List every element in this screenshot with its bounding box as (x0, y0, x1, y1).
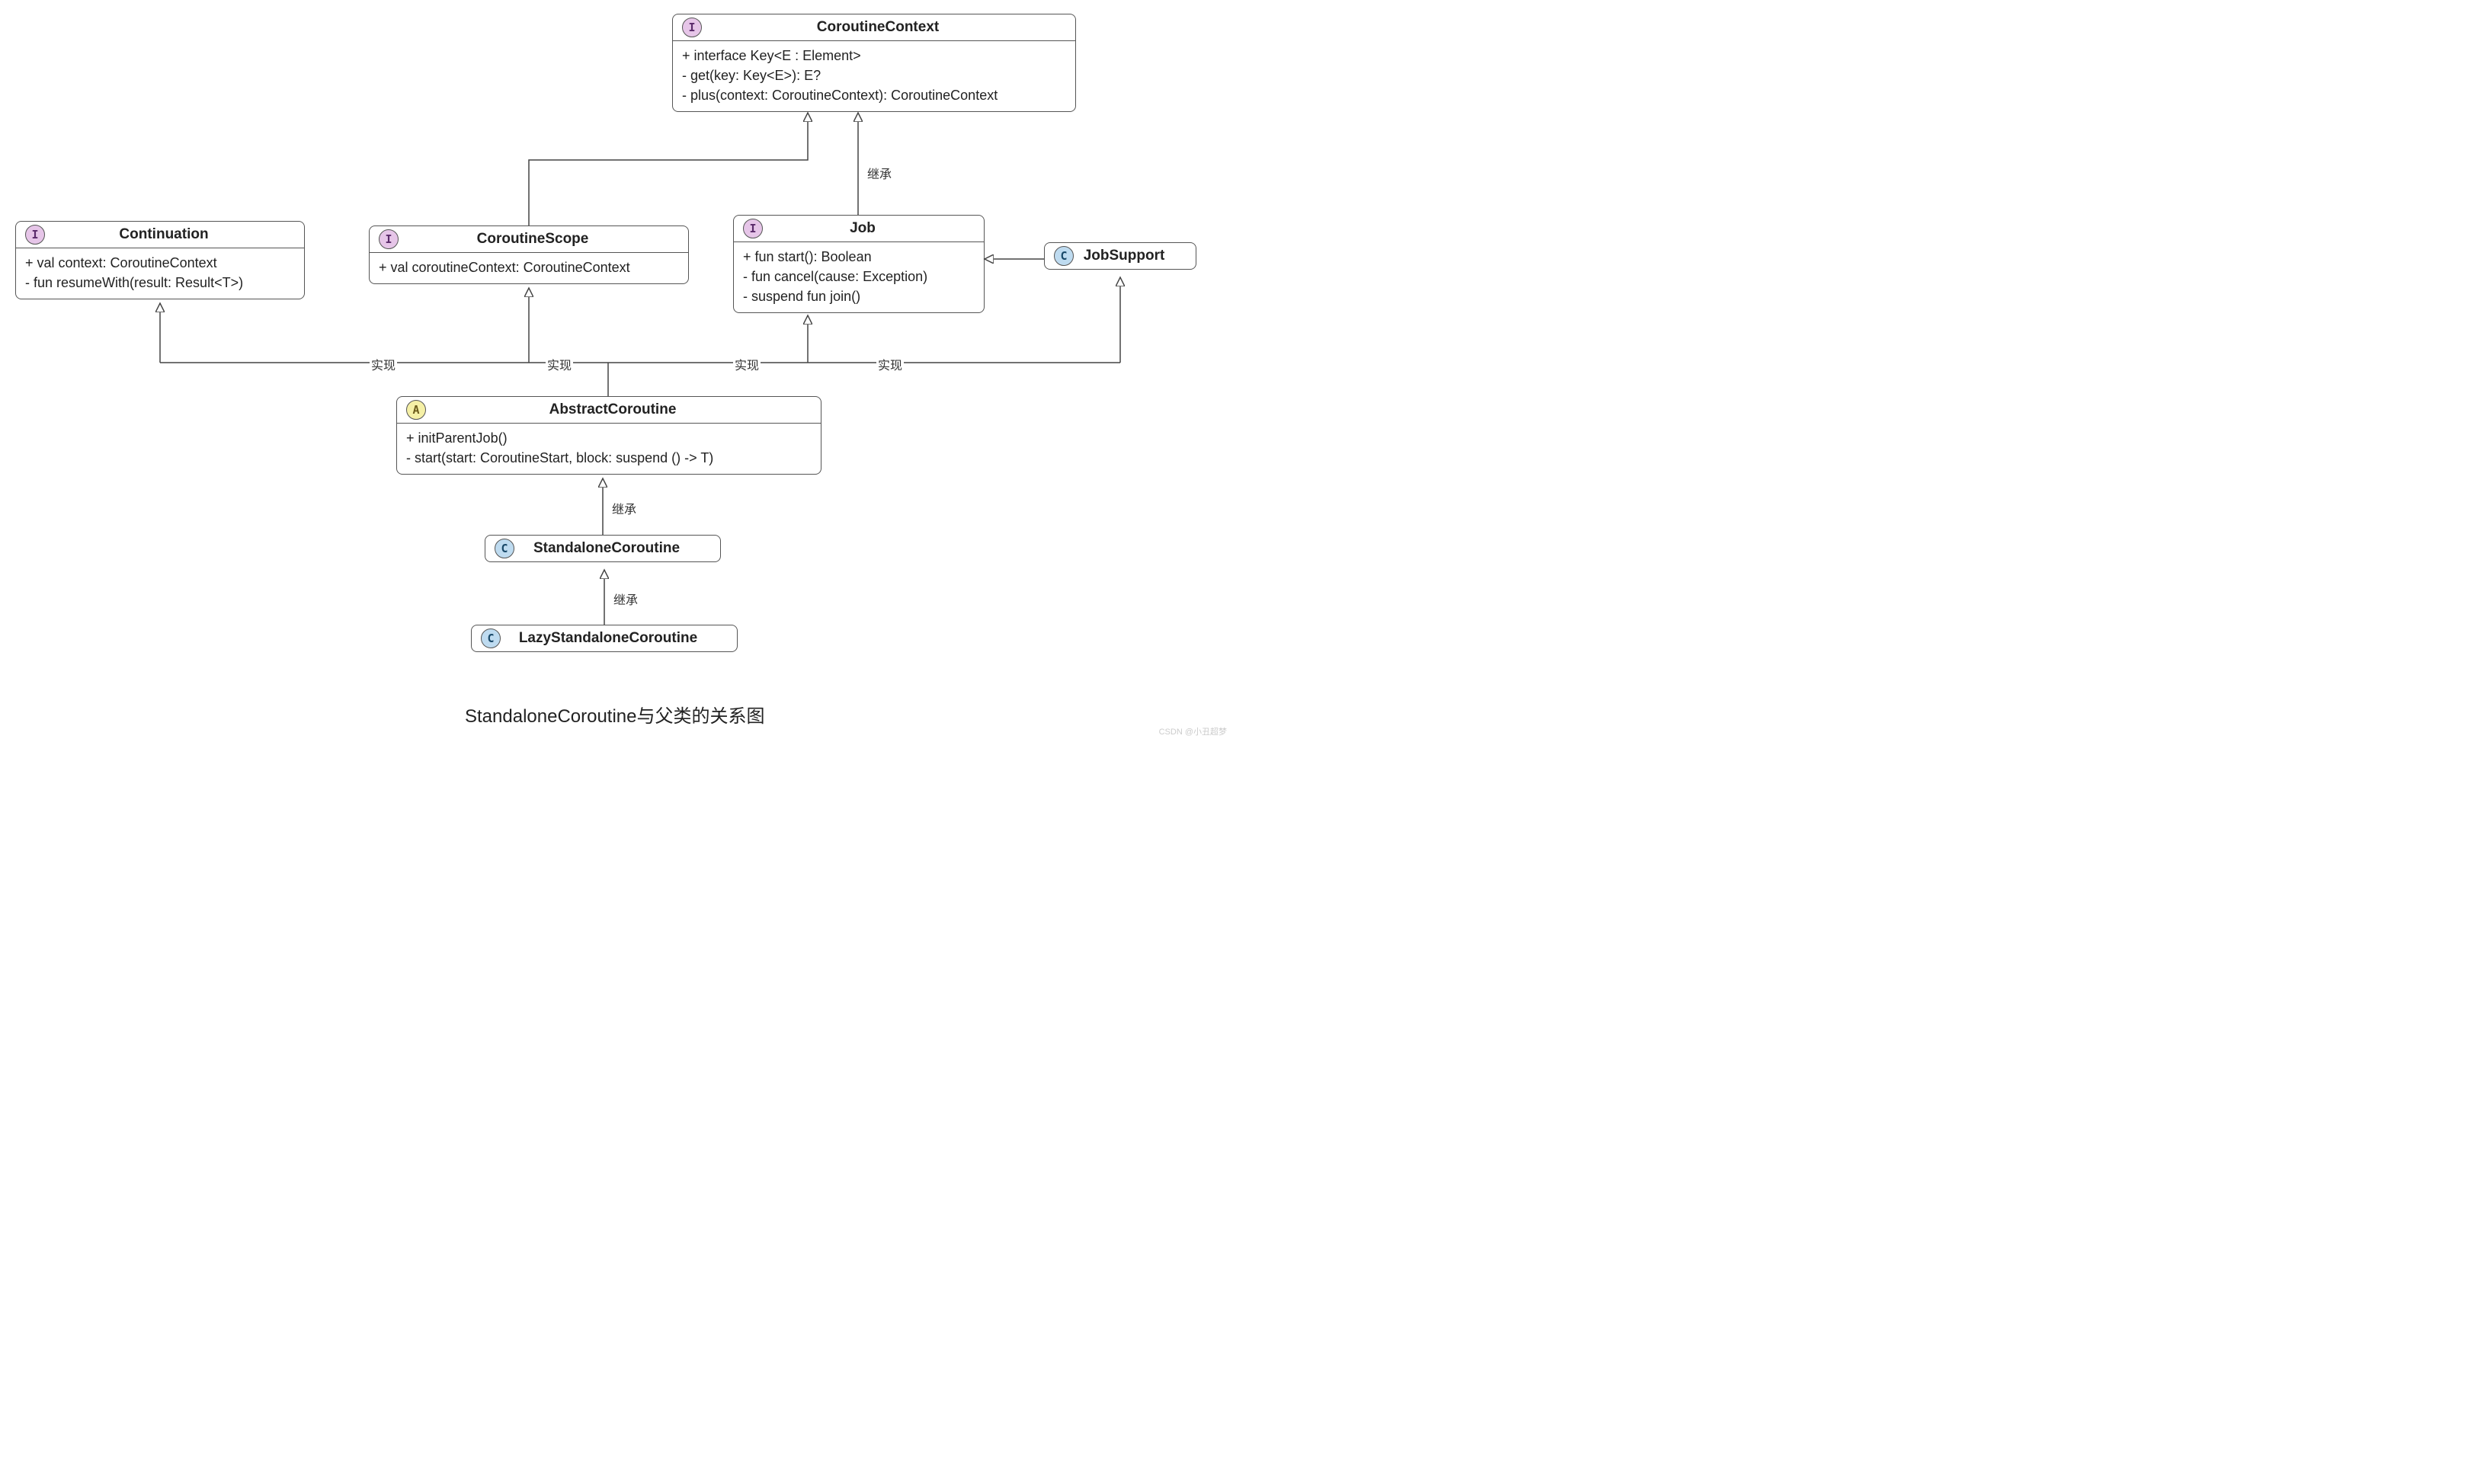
edge-label-implement: 实现 (370, 355, 397, 373)
class-title: Job (766, 220, 976, 237)
class-title: LazyStandaloneCoroutine (504, 630, 729, 647)
class-lazy-standalone-coroutine: C LazyStandaloneCoroutine (471, 625, 738, 652)
class-body: + val coroutineContext: CoroutineContext (370, 253, 688, 283)
edge-label-inherit: 继承 (612, 590, 639, 608)
class-icon: C (495, 539, 514, 558)
interface-icon: I (379, 229, 399, 249)
class-abstract-coroutine: A AbstractCoroutine + initParentJob() - … (396, 396, 821, 475)
class-title: Continuation (48, 226, 296, 243)
class-job: I Job + fun start(): Boolean - fun cance… (733, 215, 985, 313)
class-title: CoroutineScope (402, 231, 681, 248)
abstract-icon: A (406, 400, 426, 420)
edge-label-implement: 实现 (546, 355, 573, 373)
class-coroutine-context: I CoroutineContext + interface Key<E : E… (672, 14, 1076, 112)
interface-icon: I (25, 225, 45, 245)
class-icon: C (481, 628, 501, 648)
edge-label-inherit: 继承 (610, 499, 638, 517)
class-icon: C (1054, 246, 1074, 266)
class-job-support: C JobSupport (1044, 242, 1196, 270)
watermark: CSDN @小丑超梦 (1159, 725, 1227, 737)
class-body: + initParentJob() - start(start: Corouti… (397, 424, 821, 474)
class-continuation: I Continuation + val context: CoroutineC… (15, 221, 305, 299)
edge-label-inherit: 继承 (866, 164, 893, 182)
class-coroutine-scope: I CoroutineScope + val coroutineContext:… (369, 225, 689, 284)
class-body: + fun start(): Boolean - fun cancel(caus… (734, 242, 984, 312)
interface-icon: I (682, 18, 702, 37)
class-title: StandaloneCoroutine (517, 540, 713, 557)
edge-label-implement: 实现 (876, 355, 904, 373)
diagram-caption: StandaloneCoroutine与父类的关系图 (465, 701, 765, 728)
class-standalone-coroutine: C StandaloneCoroutine (485, 535, 721, 562)
edge-label-implement: 实现 (733, 355, 761, 373)
class-title: AbstractCoroutine (429, 401, 813, 418)
diagram-canvas: I CoroutineContext + interface Key<E : E… (0, 0, 1233, 742)
class-body: + val context: CoroutineContext - fun re… (16, 248, 304, 299)
class-body: + interface Key<E : Element> - get(key: … (673, 41, 1075, 111)
class-title: CoroutineContext (705, 19, 1068, 36)
interface-icon: I (743, 219, 763, 238)
class-title: JobSupport (1077, 248, 1188, 264)
